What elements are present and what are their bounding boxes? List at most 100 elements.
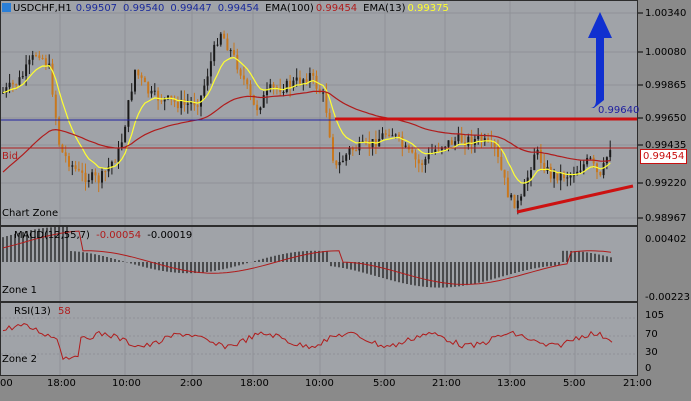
candle-body (74, 165, 77, 169)
candle-body (41, 57, 44, 59)
time-tick: 5:00 (563, 378, 586, 389)
candle-body (114, 161, 117, 163)
zone1-label: Zone 1 (2, 285, 37, 296)
rsi-value: 58 (57, 306, 71, 317)
candle-body (233, 50, 235, 55)
candle-body (266, 89, 268, 96)
candle-body (473, 138, 476, 145)
candle-body (124, 126, 127, 143)
candle-body (493, 141, 496, 147)
candle-body (272, 84, 275, 88)
chart-zone-label: Chart Zone (2, 208, 59, 219)
bid-label: Bid (2, 151, 18, 162)
candle-body (38, 55, 41, 58)
candle-body (28, 59, 31, 65)
candle-body (556, 171, 559, 181)
candle-body (196, 105, 199, 107)
candle-body (483, 138, 486, 143)
candle-body (440, 147, 443, 150)
candle-body (8, 82, 11, 88)
candle-body (506, 177, 509, 198)
candle-body (516, 200, 519, 209)
time-tick: 00 (0, 378, 13, 389)
candle-body (236, 54, 239, 70)
candle-body (223, 33, 226, 39)
candle-body (586, 157, 589, 165)
candle-body (186, 103, 189, 105)
candle-body (18, 77, 21, 85)
candle-body (134, 69, 136, 92)
candle-body (427, 153, 430, 160)
macd-name: MACD(12,55,7) (14, 230, 90, 241)
candle-body (533, 154, 536, 171)
time-tick: 21:00 (623, 378, 652, 389)
candle-body (262, 95, 265, 108)
candle-body (589, 157, 592, 159)
time-tick: 18:00 (47, 378, 76, 389)
candle-body (21, 76, 24, 78)
candle-body (295, 77, 298, 81)
candle-body (176, 101, 179, 109)
main-chart-panel[interactable] (0, 0, 638, 226)
candle-body (365, 140, 367, 142)
rsi-panel[interactable] (0, 302, 638, 376)
candle-body (391, 135, 394, 137)
candle-body (609, 150, 612, 158)
candle-body (358, 141, 361, 151)
macd-tick: -0.00223 (645, 292, 690, 303)
candle-body (513, 194, 516, 209)
candle-body (338, 162, 341, 166)
candle-body (341, 160, 344, 163)
candle-body (163, 98, 166, 102)
candle-body (384, 133, 387, 135)
chart-header: USDCHF,H1 0.99507 0.99540 0.99447 0.99454 EMA… (2, 3, 455, 14)
candle-body (11, 82, 14, 85)
candle-body (279, 88, 282, 93)
rsi-tick: 105 (645, 310, 665, 321)
price-tick: 0.98967 (645, 213, 687, 224)
candle-body (242, 75, 245, 80)
candle-body (305, 79, 308, 83)
candle-body (252, 95, 255, 105)
candle-body (576, 171, 579, 176)
candle-body (193, 101, 196, 106)
candle-body (130, 91, 133, 101)
candle-body (180, 99, 183, 109)
candle-body (599, 172, 602, 176)
candle-body (48, 63, 51, 67)
candle-body (421, 163, 424, 165)
candle-body (530, 170, 532, 178)
rsi-tick: 30 (645, 347, 658, 358)
macd-signal-line (2, 230, 612, 285)
candle-body (371, 139, 374, 148)
level-label: 0.99640 (598, 105, 640, 116)
candle-body (94, 172, 97, 176)
candle-body (259, 107, 262, 111)
candle-body (424, 159, 427, 165)
rsi-name: RSI(13) (14, 306, 51, 317)
candle-body (553, 171, 556, 179)
candle-body (480, 136, 483, 143)
candle-body (167, 95, 169, 99)
candle-body (5, 87, 8, 93)
candle-body (302, 79, 305, 84)
candle-body (137, 69, 140, 76)
candle-body (31, 55, 34, 60)
symbol-icon (2, 3, 11, 12)
candle-body (2, 92, 4, 94)
candle-body (401, 136, 404, 147)
candle-body (203, 85, 206, 96)
candle-body (226, 38, 229, 51)
candle-body (54, 94, 57, 118)
candle-body (470, 136, 473, 145)
time-tick: 2:00 (180, 378, 203, 389)
candle-body (120, 142, 123, 149)
candle-body (434, 149, 437, 153)
macd-panel[interactable] (0, 226, 638, 302)
candle-body (51, 63, 54, 95)
symbol-label: USDCHF,H1 (13, 3, 72, 14)
candle-body (246, 79, 249, 85)
candle-body (579, 170, 582, 172)
candle-body (150, 90, 153, 94)
